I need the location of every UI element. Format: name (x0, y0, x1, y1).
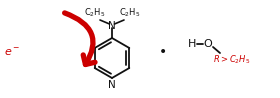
Text: •: • (159, 45, 167, 59)
Text: N: N (108, 79, 116, 89)
Text: $R > C_2H_5$: $R > C_2H_5$ (213, 54, 251, 66)
Text: $\mathregular{C_2H_5}$: $\mathregular{C_2H_5}$ (84, 7, 106, 19)
Text: $e^-$: $e^-$ (4, 46, 20, 58)
Text: H: H (188, 39, 196, 49)
Text: $\mathregular{C_2H_5}$: $\mathregular{C_2H_5}$ (119, 7, 141, 19)
FancyArrowPatch shape (65, 13, 95, 64)
Text: N: N (108, 21, 116, 31)
Text: O: O (204, 39, 212, 49)
